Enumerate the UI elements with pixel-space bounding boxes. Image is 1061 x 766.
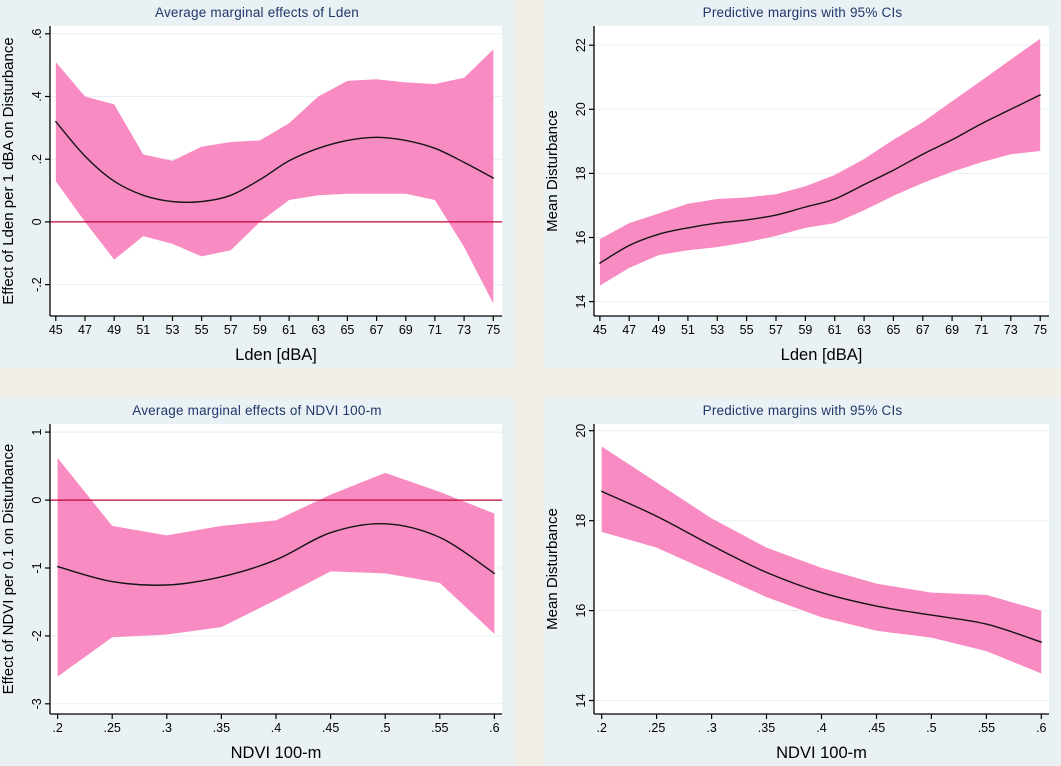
x-tick-label: 49 — [652, 323, 666, 337]
x-tick-label: 55 — [740, 323, 754, 337]
x-tick-label: .2 — [52, 721, 62, 735]
x-tick-label: .25 — [648, 721, 665, 735]
x-tick-label: .55 — [978, 721, 995, 735]
x-tick-label: 57 — [769, 323, 783, 337]
x-tick-label: .5 — [926, 721, 936, 735]
x-tick-label: 49 — [107, 323, 121, 337]
chart-ame-lden: .6 .4 .2 0 -.2 45 47 49 51 53 55 57 59 61 63 65 67 69 71 73… — [0, 26, 502, 364]
x-tick-label: 53 — [710, 323, 724, 337]
x-tick-label: 59 — [798, 323, 812, 337]
x-tick-label: .3 — [706, 721, 716, 735]
x-tick-label: 75 — [1033, 323, 1047, 337]
chart-ame-ndvi: 1 0 -1 -2 -3 .2 .25 .3 .35 .4 .45 .5 .55 .6 NDVI 100-m… — [0, 424, 502, 762]
x-tick-label: 51 — [681, 323, 695, 337]
x-tick-label: 69 — [399, 323, 413, 337]
x-tick-label: 55 — [195, 323, 209, 337]
ci-band — [55, 49, 494, 304]
x-tick-label: 53 — [166, 323, 180, 337]
x-tick-label: .4 — [816, 721, 826, 735]
panel-ame-lden: Average marginal effects of Lden .6 .4 .2 0… — [0, 0, 514, 368]
x-tick-label: .55 — [431, 721, 448, 735]
x-tick-label: .5 — [380, 721, 390, 735]
mean-line — [599, 94, 1041, 264]
mean-line — [56, 523, 496, 586]
x-tick-label: 65 — [340, 323, 354, 337]
y-axis-label: Effect of NDVI per 0.1 on Disturbance — [0, 444, 17, 695]
y-tick-label: 16 — [574, 231, 588, 245]
x-tick-label: 51 — [136, 323, 150, 337]
x-tick-label: 69 — [945, 323, 959, 337]
x-tick-label: 71 — [975, 323, 989, 337]
panel-margins-lden: Predictive margins with 95% CIs 22 20 18 16… — [544, 0, 1061, 368]
y-tick-label: .4 — [30, 91, 44, 101]
x-tick-label: .4 — [271, 721, 281, 735]
y-axis-label: Effect of Lden per 1 dBA on Disturbance — [0, 37, 17, 304]
y-axis-label: Mean Disturbance — [544, 508, 561, 630]
x-tick-label: 61 — [828, 323, 842, 337]
x-tick-label: 65 — [886, 323, 900, 337]
x-tick-label: .6 — [489, 721, 499, 735]
panel-ame-ndvi: Average marginal effects of NDVI 100-m 1… — [0, 398, 514, 766]
x-tick-label: 67 — [916, 323, 930, 337]
y-tick-label: 22 — [574, 38, 588, 52]
y-tick-label: 0 — [30, 218, 44, 225]
x-tick-label: 63 — [311, 323, 325, 337]
x-tick-label: .25 — [104, 721, 121, 735]
y-tick-label: .6 — [30, 29, 44, 39]
x-tick-label: .35 — [213, 721, 230, 735]
y-tick-label: .2 — [30, 154, 44, 164]
y-tick-label: 1 — [30, 429, 44, 436]
chart-title: Predictive margins with 95% CIs — [702, 4, 903, 20]
chart-margins-ndvi: 20 18 16 14 .2 .25 .3 .35 .4 .45 .5 .55 .6 NDVI 100-m… — [544, 424, 1049, 762]
y-tick-label: -.2 — [30, 277, 44, 292]
y-tick-label: 20 — [574, 424, 588, 438]
x-tick-label: .6 — [1036, 721, 1046, 735]
y-tick-label: 20 — [574, 102, 588, 116]
mean-line — [55, 120, 494, 204]
y-tick-label: 14 — [574, 694, 588, 708]
x-tick-label: .45 — [322, 721, 339, 735]
chart-margins-lden: 22 20 18 16 14 45 47 49 51 53 55 57 59 61 63 65 67 69 71 73… — [544, 26, 1049, 364]
chart-title: Average marginal effects of Lden — [154, 4, 360, 20]
x-tick-label: .3 — [162, 721, 172, 735]
panel-margins-ndvi: Predictive margins with 95% CIs 20 18 16 14… — [544, 398, 1061, 766]
y-tick-label: 16 — [574, 604, 588, 618]
x-tick-label: 45 — [593, 323, 607, 337]
x-tick-label: .45 — [868, 721, 885, 735]
y-tick-label: 14 — [574, 295, 588, 309]
y-tick-label: 0 — [30, 497, 44, 504]
chart-title: Predictive margins with 95% CIs — [702, 402, 903, 418]
x-tick-label: 75 — [486, 323, 500, 337]
x-tick-label: 47 — [622, 323, 636, 337]
x-axis-label: NDVI 100-m — [231, 744, 322, 762]
y-tick-label: -1 — [30, 562, 44, 573]
ci-band — [601, 446, 1042, 674]
y-axis-label: Mean Disturbance — [544, 110, 561, 232]
x-axis-label: Lden [dBA] — [235, 346, 317, 364]
x-tick-label: 73 — [1004, 323, 1018, 337]
x-tick-label: .35 — [758, 721, 775, 735]
y-tick-label: 18 — [574, 166, 588, 180]
x-tick-label: 67 — [370, 323, 384, 337]
x-tick-label: 73 — [457, 323, 471, 337]
mean-line — [601, 490, 1042, 643]
x-tick-label: 47 — [78, 323, 92, 337]
x-tick-label: 57 — [224, 323, 238, 337]
x-tick-label: 61 — [282, 323, 296, 337]
x-tick-label: 63 — [857, 323, 871, 337]
y-tick-label: 18 — [574, 514, 588, 528]
plot-area — [594, 26, 1049, 316]
x-tick-label: .2 — [596, 721, 606, 735]
chart-title: Average marginal effects of NDVI 100-m — [132, 402, 382, 418]
y-tick-label: -2 — [30, 630, 44, 641]
ci-band — [57, 458, 495, 677]
x-tick-label: 59 — [253, 323, 267, 337]
x-tick-label: 45 — [49, 323, 63, 337]
x-axis-label: NDVI 100-m — [776, 744, 867, 762]
x-tick-label: 71 — [428, 323, 442, 337]
x-axis-label: Lden [dBA] — [781, 346, 863, 364]
y-tick-label: -3 — [30, 698, 44, 709]
